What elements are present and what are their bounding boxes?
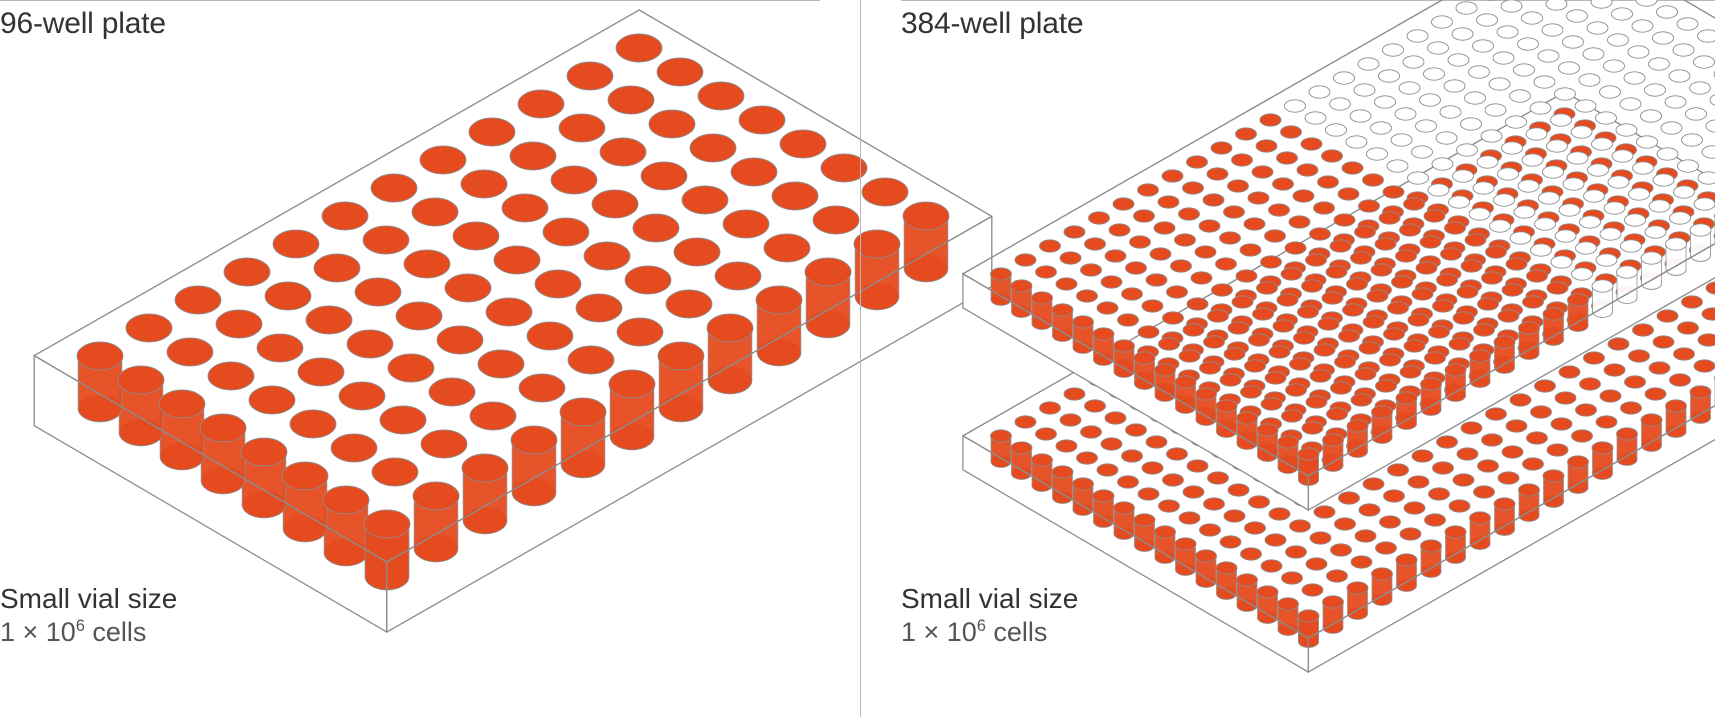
panel-384: 384-well plate Small vial size 1 × 106 c… xyxy=(860,0,1715,717)
diagram-96-wrap xyxy=(0,41,820,581)
diagram-384-wrap xyxy=(901,41,1715,581)
title-96: 96-well plate xyxy=(0,7,820,41)
panel-96: 96-well plate Small vial size 1 × 106 ce… xyxy=(0,0,860,717)
plate-384-diagram xyxy=(901,51,1715,571)
plate-96-diagram xyxy=(0,51,820,571)
layout: 96-well plate Small vial size 1 × 106 ce… xyxy=(0,0,1715,717)
caption-96-line2: 1 × 106 cells xyxy=(0,616,820,650)
top-rule-left xyxy=(0,0,820,1)
